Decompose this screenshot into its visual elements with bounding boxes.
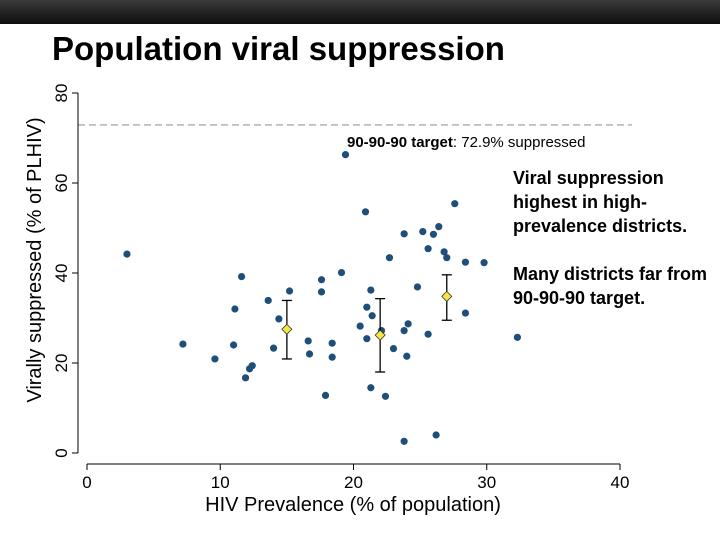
district-point xyxy=(381,392,390,400)
district-point xyxy=(285,287,294,295)
district-point xyxy=(389,345,398,353)
district-point xyxy=(264,296,272,305)
x-tick-label: 20 xyxy=(344,473,363,492)
district-point xyxy=(424,245,432,253)
district-point xyxy=(275,315,283,323)
district-point xyxy=(229,341,238,349)
district-point xyxy=(317,288,326,296)
district-point xyxy=(400,230,408,238)
annotation-target-gap: Many districts far from 90-90-90 target. xyxy=(513,264,708,308)
group-mean-marker xyxy=(281,323,293,335)
district-point xyxy=(424,330,432,338)
district-point xyxy=(269,344,278,352)
x-ticks: 0 10 20 30 40 xyxy=(82,464,629,492)
y-tick-label: 80 xyxy=(52,84,71,103)
district-point xyxy=(231,305,239,313)
y-tick-label: 60 xyxy=(52,174,71,193)
target-label: 90-90-90 target: 72.9% suppressed xyxy=(347,134,585,151)
district-point xyxy=(356,322,364,330)
district-point xyxy=(403,352,411,360)
y-tick-label: 20 xyxy=(52,354,71,373)
x-axis-label: HIV Prevalence (% of population) xyxy=(205,494,501,516)
district-point xyxy=(513,333,521,341)
district-point xyxy=(443,254,451,262)
district-point xyxy=(211,355,219,363)
data-points xyxy=(123,151,521,445)
district-point xyxy=(123,250,131,258)
district-point xyxy=(404,320,412,328)
target-label-bold: 90-90-90 target xyxy=(347,134,453,151)
slide-header-bar xyxy=(0,0,720,24)
annotation-viral-suppression: Viral suppression highest in high-preval… xyxy=(513,168,688,236)
target-label-rest: : 72.9% suppressed xyxy=(453,134,586,151)
district-point xyxy=(248,362,256,370)
district-point xyxy=(341,151,350,159)
y-axis-label: Virally suppressed (% of PLHIV) xyxy=(24,117,46,402)
district-point xyxy=(305,350,314,358)
district-point xyxy=(328,339,336,347)
y-tick-label: 40 xyxy=(52,264,71,283)
district-point xyxy=(361,208,370,216)
district-point xyxy=(363,303,371,311)
district-point xyxy=(337,268,346,277)
slide-title: Population viral suppression xyxy=(52,30,505,67)
district-point xyxy=(317,276,326,284)
district-point xyxy=(461,258,470,266)
district-point xyxy=(367,384,375,392)
district-point xyxy=(440,248,448,256)
district-point xyxy=(321,391,330,399)
district-point xyxy=(367,286,375,294)
district-point xyxy=(400,327,408,335)
district-point xyxy=(461,309,470,317)
district-point xyxy=(429,230,438,238)
group-mean-marker xyxy=(374,329,386,341)
x-tick-label: 40 xyxy=(611,473,630,492)
district-point xyxy=(435,223,443,231)
district-point xyxy=(400,437,408,445)
district-point xyxy=(328,353,336,361)
district-point xyxy=(432,431,440,439)
y-tick-label: 0 xyxy=(52,448,71,457)
district-point xyxy=(241,374,250,382)
x-tick-label: 0 xyxy=(82,473,91,492)
district-point xyxy=(413,283,422,291)
district-point xyxy=(451,200,459,208)
x-tick-label: 30 xyxy=(477,473,496,492)
district-point xyxy=(385,254,394,262)
x-tick-label: 10 xyxy=(211,473,230,492)
district-point xyxy=(304,337,312,345)
group-means xyxy=(281,274,453,373)
district-point xyxy=(419,228,427,236)
district-point xyxy=(368,312,376,320)
group-mean-marker xyxy=(441,290,453,302)
district-point xyxy=(237,273,246,281)
district-point xyxy=(363,335,371,343)
district-point xyxy=(179,340,187,348)
district-point xyxy=(480,259,488,267)
y-ticks: 0 20 40 60 80 xyxy=(52,84,78,458)
